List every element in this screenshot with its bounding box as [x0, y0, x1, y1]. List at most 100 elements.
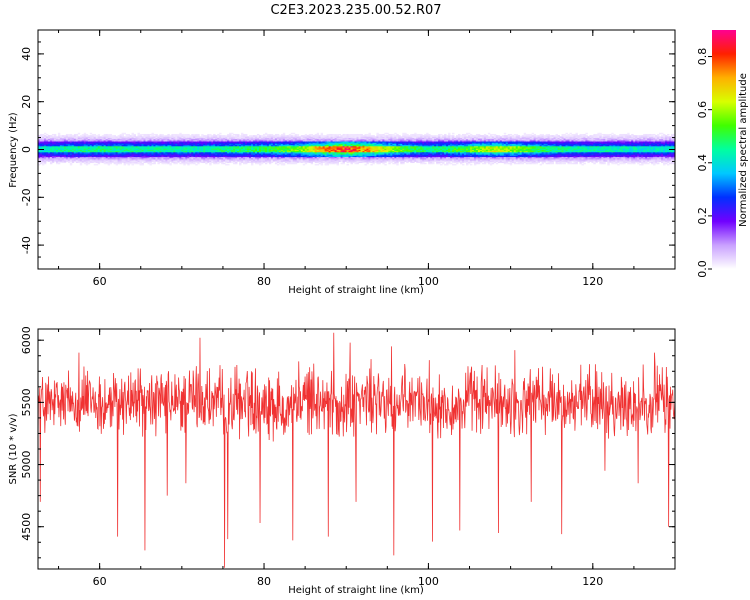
spectrogram-cell — [93, 139, 97, 142]
spectrogram-cell — [209, 133, 212, 136]
spectrogram-cell — [320, 145, 324, 148]
spectrogram-cell — [392, 133, 395, 136]
spectrogram-cell — [49, 147, 53, 149]
spectrogram-cell — [410, 151, 413, 154]
spectrogram-cell — [360, 141, 363, 143]
spectrogram-cell — [225, 157, 228, 160]
spectrogram-cell — [324, 141, 328, 143]
spectrogram-cell — [368, 159, 371, 161]
spectrogram-cell — [113, 138, 117, 141]
spectrogram-cell — [348, 136, 351, 138]
spectrogram-cell — [251, 142, 254, 144]
spectrogram-cell — [207, 159, 210, 161]
spectrogram-cell — [432, 142, 435, 144]
spectrogram-cell — [260, 148, 264, 150]
spectrogram-cell — [416, 155, 419, 158]
spectrogram-cell — [364, 150, 367, 153]
spectrogram-cell — [382, 135, 385, 137]
spectrogram-cell — [227, 145, 230, 148]
spectrogram-cell — [420, 138, 423, 141]
spectrogram-cell — [137, 155, 140, 158]
spectrogram-cell — [264, 143, 268, 146]
spectrogram-cell — [201, 150, 204, 153]
spectrogram-cell — [133, 133, 136, 136]
spectrogram-cell — [412, 160, 415, 162]
spectrogram-cell — [251, 156, 254, 159]
spectrogram-cell — [43, 141, 47, 143]
spectrogram-cell — [312, 154, 316, 156]
spectrogram-cell — [247, 144, 250, 147]
spectrogram-cell — [239, 147, 242, 149]
spectrogram-cell — [430, 143, 433, 146]
spectrogram-cell — [153, 136, 156, 138]
spectrogram-cell — [43, 135, 47, 137]
spectrogram-cell — [219, 138, 222, 141]
spectrogram-cell — [260, 149, 264, 152]
spectrogram-cell — [280, 161, 284, 164]
spectrogram-cell — [57, 132, 61, 135]
spectrogram-cell — [288, 143, 292, 146]
spectrogram-cell — [185, 144, 188, 147]
spectrogram-cell — [330, 161, 334, 164]
spectrogram-cell — [392, 142, 395, 144]
spectrogram-cell — [123, 154, 126, 156]
spectrogram-cell — [193, 151, 196, 154]
spectrogram-cell — [161, 156, 164, 159]
spectrogram-cell — [247, 149, 250, 152]
spectrogram-cell — [203, 138, 206, 141]
spectrogram-cell — [368, 137, 371, 140]
spectrogram-cell — [227, 137, 230, 140]
spectrogram-cell — [157, 155, 160, 158]
spectrogram-cell — [185, 137, 188, 140]
spectrogram-cell — [87, 147, 91, 149]
spectrogram-cell — [147, 155, 150, 158]
spectrogram-cell — [111, 156, 115, 159]
spectrogram-cell — [284, 148, 288, 150]
spectrogram-cell — [372, 145, 375, 148]
spectrogram-cell — [97, 144, 101, 147]
spectrogram-cell — [127, 136, 130, 138]
spectrogram-cell — [53, 136, 57, 138]
spectrogram-cell — [300, 156, 304, 159]
spectrogram-cell — [181, 159, 184, 161]
spectrogram-cell — [360, 150, 363, 153]
spectrogram-cell — [61, 144, 65, 147]
spectrogram-cell — [95, 155, 99, 158]
spectrogram-cell — [308, 143, 312, 146]
spectrogram-cell — [159, 137, 162, 140]
spectrogram-cell — [318, 138, 322, 141]
spectrogram-cell — [231, 143, 234, 146]
spectrogram-cell — [348, 139, 351, 142]
spectrogram-cell — [378, 161, 381, 164]
spectrogram-cell — [113, 162, 117, 165]
spectrogram-cell — [326, 144, 330, 147]
spectrogram-cell — [215, 139, 218, 142]
spectrogram-cell — [406, 161, 409, 164]
spectrogram-cell — [440, 136, 443, 138]
spectrogram-cell — [344, 151, 347, 154]
spectrogram-cell — [440, 163, 443, 166]
spectrogram-cell — [181, 162, 184, 165]
spectrogram-cell — [276, 155, 280, 158]
spectrogram-cell — [396, 150, 399, 153]
spectrogram-cell — [211, 145, 214, 148]
spectrogram-cell — [125, 142, 128, 144]
spectrogram-cell — [300, 141, 304, 143]
spectrogram-cell — [109, 151, 113, 154]
spectrogram-cell — [147, 141, 150, 143]
spectrogram-cell — [362, 156, 365, 159]
spectrogram-cell — [372, 147, 375, 149]
spectrogram-cell — [294, 155, 298, 158]
spectrogram-cell — [338, 156, 341, 159]
spectrogram-cell — [416, 135, 419, 137]
spectrogram-cell — [109, 141, 113, 143]
spectrogram-cell — [344, 147, 347, 149]
spectrogram-cell — [39, 156, 43, 159]
spectrogram-cell — [410, 150, 413, 153]
spectrogram-cell — [83, 136, 87, 138]
spectrogram-cell — [418, 147, 421, 149]
spectrogram-cell — [352, 156, 355, 159]
spectrogram-cell — [354, 142, 357, 144]
spectrogram-cell — [45, 153, 49, 155]
spectrogram-cell — [97, 147, 101, 149]
